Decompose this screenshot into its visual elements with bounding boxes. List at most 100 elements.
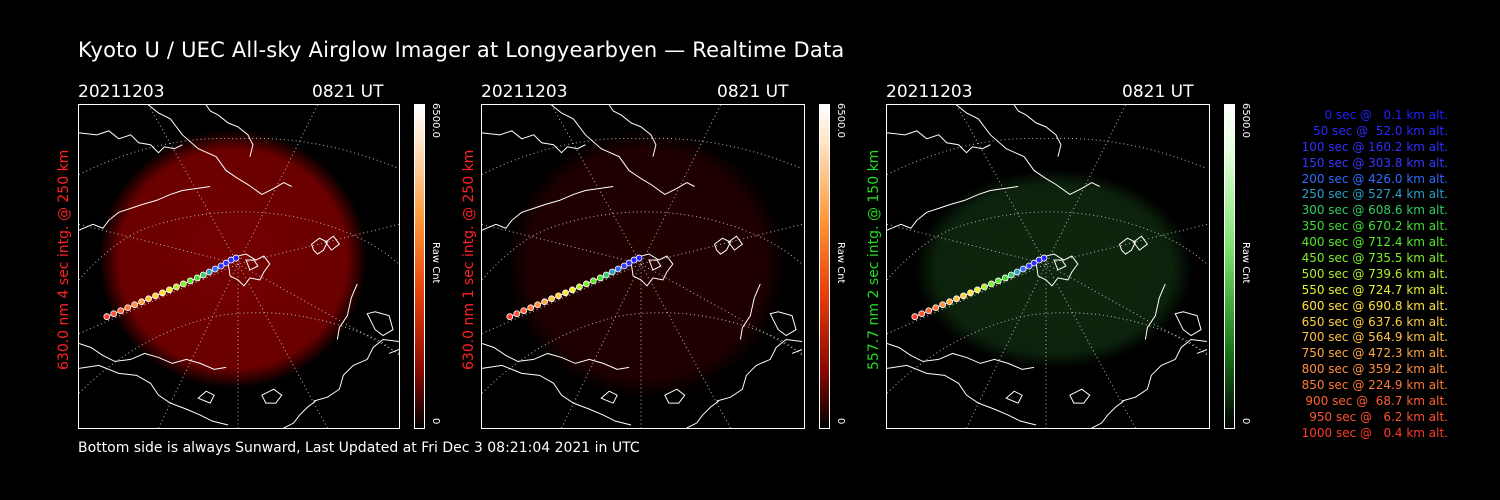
trajectory-point xyxy=(513,310,521,318)
legend-row: 950 sec @ 6.2 km alt. xyxy=(1309,409,1448,424)
legend-row: 400 sec @ 712.4 km alt. xyxy=(1301,235,1448,250)
trajectory-point xyxy=(205,268,213,276)
panel-ylabel: 630.0 nm 1 sec intg. @ 250 km xyxy=(461,149,477,370)
coastline xyxy=(205,105,254,157)
trajectory-point xyxy=(994,277,1002,285)
legend-row: 850 sec @ 224.9 km alt. xyxy=(1301,378,1448,393)
colorbar-min-label: 0 xyxy=(1240,418,1251,425)
coastline xyxy=(1005,390,1023,404)
trajectory-point xyxy=(166,286,173,294)
coastline xyxy=(1196,349,1208,354)
trajectory-point xyxy=(124,304,132,312)
trajectory-point xyxy=(186,277,194,285)
coastline xyxy=(79,130,183,154)
legend-row: 250 sec @ 527.4 km alt. xyxy=(1301,187,1448,202)
coastline xyxy=(336,283,358,340)
legend-row: 650 sec @ 637.6 km alt. xyxy=(1301,314,1448,329)
coastline xyxy=(686,400,719,428)
grid-line xyxy=(1045,263,1136,428)
coastline xyxy=(630,253,674,287)
trajectory-point xyxy=(974,286,981,294)
coastline xyxy=(1035,253,1079,287)
coastline xyxy=(727,235,744,251)
coastline xyxy=(600,390,618,404)
coastline xyxy=(366,311,394,337)
trajectory-point xyxy=(520,307,528,315)
trajectory-point xyxy=(527,304,535,312)
coastline xyxy=(648,259,662,271)
coastline xyxy=(769,311,797,337)
legend-row: 900 sec @ 68.7 km alt. xyxy=(1305,394,1448,409)
trajectory-point xyxy=(981,283,988,291)
coastline xyxy=(739,283,761,340)
trajectory-point xyxy=(620,262,628,270)
trajectory-point xyxy=(506,313,514,321)
legend-row: 750 sec @ 472.3 km alt. xyxy=(1301,346,1448,361)
grid-line xyxy=(887,137,1208,176)
legend-row: 500 sec @ 739.6 km alt. xyxy=(1301,266,1448,281)
trajectory-point xyxy=(110,310,118,318)
coastline xyxy=(887,343,1035,370)
legend-row: 300 sec @ 608.6 km alt. xyxy=(1301,203,1448,218)
legend-row: 1000 sec @ 0.4 km alt. xyxy=(1301,425,1448,440)
legend-row: 0 sec @ 0.1 km alt. xyxy=(1324,108,1449,122)
coastline xyxy=(482,343,630,370)
trajectory-point xyxy=(1001,274,1009,282)
airglow-image xyxy=(481,104,805,429)
colorbar-unit-label: Raw Cnt xyxy=(430,242,441,284)
coastline xyxy=(608,105,657,157)
grid-line xyxy=(237,263,399,354)
legend-row: 100 sec @ 160.2 km alt. xyxy=(1301,139,1448,154)
trajectory-point xyxy=(217,262,225,270)
panel-time: 0821 UT xyxy=(1122,82,1194,102)
trajectory-point xyxy=(946,298,953,306)
trajectory-point xyxy=(630,256,638,264)
coastline xyxy=(79,186,211,231)
panel-time: 0821 UT xyxy=(717,82,789,102)
trajectory-point xyxy=(625,259,633,267)
coastline xyxy=(197,390,215,404)
coastline xyxy=(1174,311,1202,337)
grid-line xyxy=(966,263,1047,428)
trajectory-point xyxy=(1030,259,1038,267)
trajectory-point xyxy=(138,298,145,306)
trajectory-point xyxy=(159,289,166,297)
grid-line xyxy=(561,263,642,428)
trajectory-point xyxy=(103,313,111,321)
trajectory-point xyxy=(939,301,947,309)
trajectory-point xyxy=(131,301,139,309)
coastline xyxy=(482,186,614,231)
trajectory-point xyxy=(193,274,201,282)
legend-row: 550 sec @ 724.7 km alt. xyxy=(1301,282,1448,297)
legend-row: 800 sec @ 359.2 km alt. xyxy=(1301,362,1448,377)
panel-ylabel: 630.0 nm 4 sec intg. @ 250 km xyxy=(56,149,72,370)
trajectory-point xyxy=(1035,256,1043,264)
coastline xyxy=(79,364,229,426)
colorbar-unit-label: Raw Cnt xyxy=(1240,242,1251,284)
coastline xyxy=(482,130,586,154)
grid-line xyxy=(1045,263,1208,354)
trajectory-point xyxy=(1007,271,1015,279)
grid-line xyxy=(887,211,1208,281)
coastline xyxy=(791,349,803,354)
trajectory-point xyxy=(960,292,967,300)
airglow-region xyxy=(914,169,1194,369)
trajectory-legend: 0 sec @ 0.1 km alt. 50 sec @ 52.0 km alt.… xyxy=(1262,108,1448,442)
trajectory-point xyxy=(1013,268,1021,276)
coastline xyxy=(227,253,271,287)
coastline xyxy=(313,339,399,402)
trajectory-point xyxy=(1025,262,1033,270)
panel-time: 0821 UT xyxy=(312,82,384,102)
trajectory-point xyxy=(602,271,610,279)
coastline xyxy=(310,237,329,255)
trajectory-point xyxy=(562,289,569,297)
airglow-region xyxy=(506,129,786,399)
coastline xyxy=(716,339,803,402)
trajectory-point xyxy=(548,295,555,303)
grid-line xyxy=(158,263,239,428)
trajectory-point xyxy=(222,259,230,267)
trajectory-point xyxy=(211,265,219,273)
trajectory-point xyxy=(179,280,187,288)
legend-row: 150 sec @ 303.8 km alt. xyxy=(1301,155,1448,170)
legend-row: 600 sec @ 690.8 km alt. xyxy=(1301,298,1448,313)
